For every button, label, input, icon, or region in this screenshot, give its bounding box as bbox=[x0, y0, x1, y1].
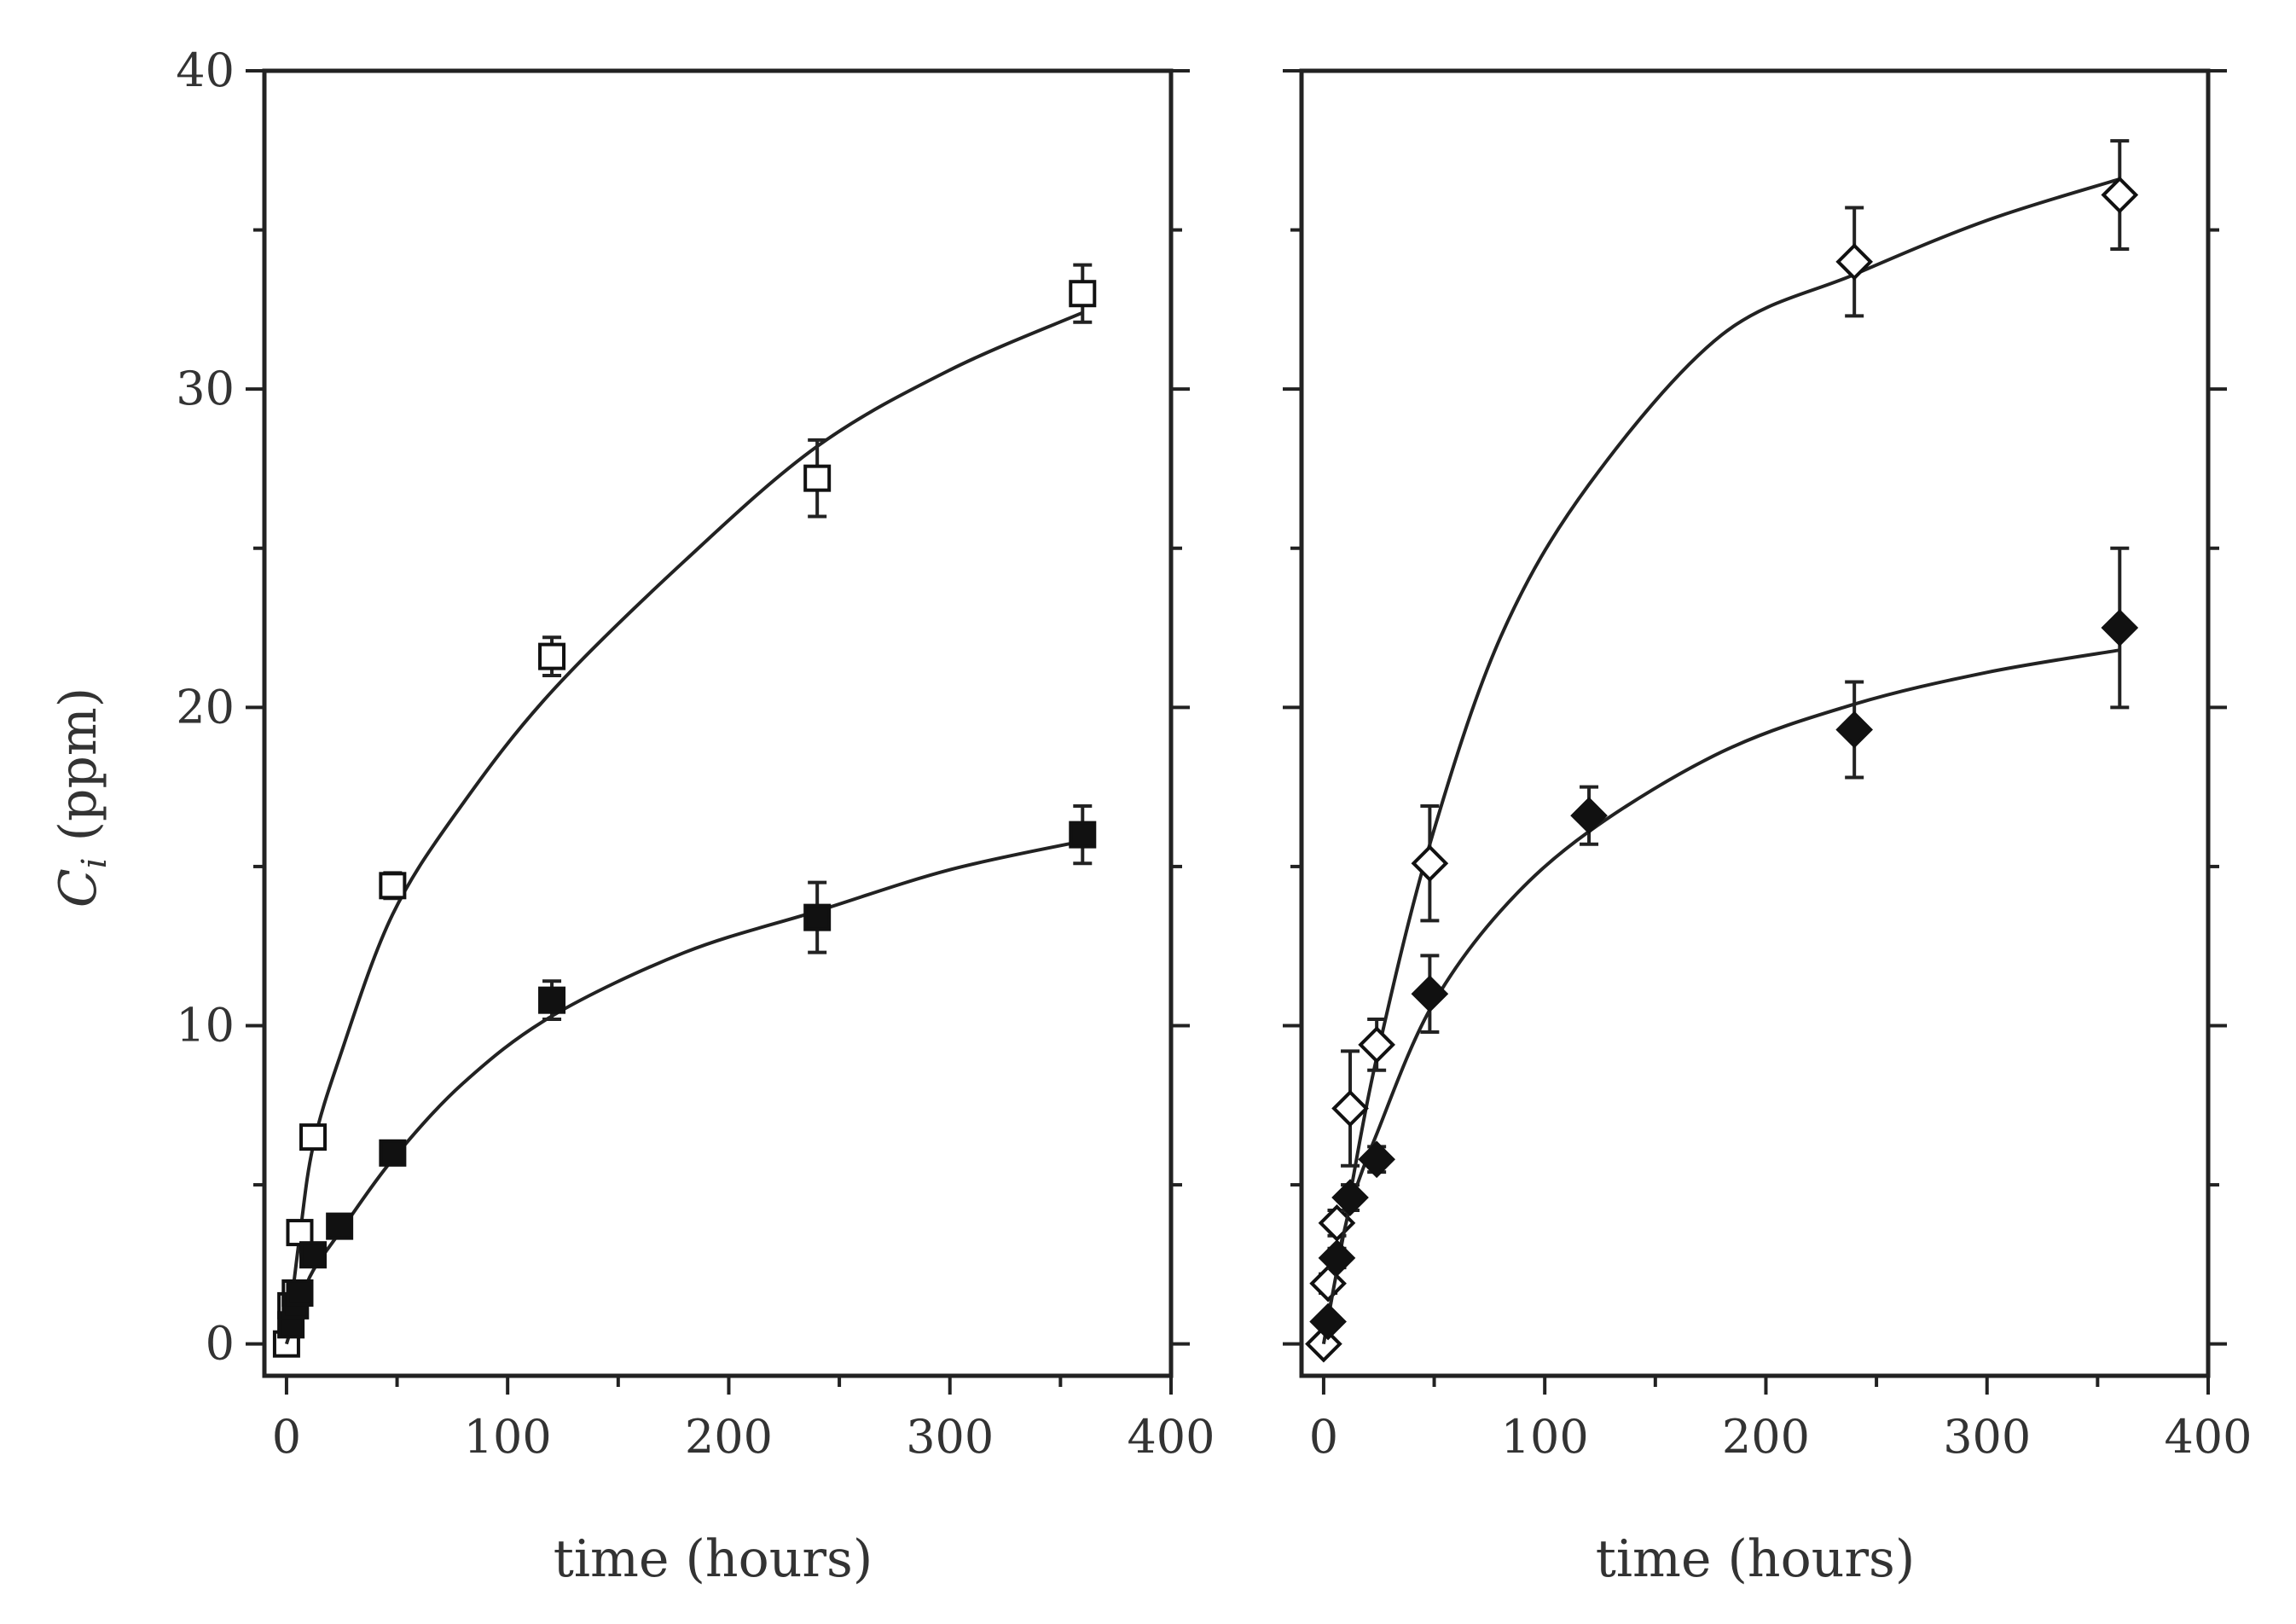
y-tick-label: 40 bbox=[176, 44, 235, 97]
data-point-square-filled bbox=[538, 986, 566, 1014]
x-axis-label-right: time (hours) bbox=[1596, 1529, 1915, 1589]
data-point-square-filled bbox=[803, 903, 832, 931]
data-point-diamond-open bbox=[1358, 1026, 1395, 1064]
right-panel: 0 100 200 300 400 bbox=[1283, 68, 2253, 1464]
y-tick-label: 0 bbox=[206, 1317, 235, 1371]
data-point-square-open bbox=[1069, 280, 1097, 308]
y-axis-label-subscript: i bbox=[75, 857, 114, 868]
x-tick-label: 100 bbox=[1501, 1410, 1589, 1464]
data-point-square-open bbox=[803, 464, 832, 492]
data-point-diamond-filled bbox=[1309, 1302, 1347, 1341]
x-tick-label: 200 bbox=[685, 1410, 773, 1464]
data-point-diamond-filled bbox=[1570, 797, 1608, 835]
data-point-square-open bbox=[379, 872, 407, 900]
data-point-square-open bbox=[538, 642, 566, 670]
x-tick-label: 400 bbox=[2164, 1410, 2252, 1464]
x-tick-label: 300 bbox=[1943, 1410, 2031, 1464]
data-point-square-filled bbox=[326, 1212, 354, 1240]
x-tick-label: 200 bbox=[1722, 1410, 1810, 1464]
data-point-diamond-open bbox=[2101, 176, 2139, 214]
data-point-diamond-filled bbox=[1835, 710, 1873, 749]
y-tick-label: 10 bbox=[176, 999, 235, 1053]
y-axis-label-unit: (ppm) bbox=[49, 687, 108, 858]
plot-frame-left bbox=[262, 68, 1174, 1378]
data-point-diamond-open bbox=[1835, 243, 1873, 281]
x-tick-label: 0 bbox=[272, 1410, 301, 1464]
data-point-diamond-filled bbox=[1331, 1179, 1369, 1216]
data-point-square-filled bbox=[1069, 821, 1097, 849]
data-point-square-filled bbox=[379, 1139, 407, 1167]
y-axis-label: Ci (ppm) bbox=[49, 687, 114, 908]
y-axis-label-symbol: C bbox=[49, 868, 108, 908]
data-point-square-filled bbox=[286, 1279, 314, 1307]
data-point-square-filled bbox=[299, 1241, 328, 1269]
data-point-diamond-filled bbox=[1318, 1239, 1356, 1277]
data-point-square-open bbox=[299, 1123, 328, 1151]
x-tick-label: 100 bbox=[464, 1410, 552, 1464]
data-point-square-open bbox=[286, 1219, 314, 1247]
data-point-diamond-open bbox=[1411, 844, 1449, 883]
x-tick-label: 0 bbox=[1309, 1410, 1338, 1464]
plot-frame-right bbox=[1299, 68, 2211, 1378]
fit-line-left-square-open bbox=[284, 310, 1084, 1344]
x-axis-label-left: time (hours) bbox=[554, 1529, 873, 1589]
data-point-diamond-filled bbox=[2101, 609, 2139, 647]
y-tick-label: 30 bbox=[176, 362, 235, 415]
y-tick-label: 20 bbox=[176, 680, 235, 734]
data-point-diamond-filled bbox=[1411, 975, 1449, 1013]
x-tick-label: 300 bbox=[906, 1410, 994, 1464]
x-tick-label: 400 bbox=[1127, 1410, 1215, 1464]
data-point-diamond-filled bbox=[1358, 1140, 1395, 1179]
data-point-diamond-open bbox=[1331, 1089, 1369, 1128]
